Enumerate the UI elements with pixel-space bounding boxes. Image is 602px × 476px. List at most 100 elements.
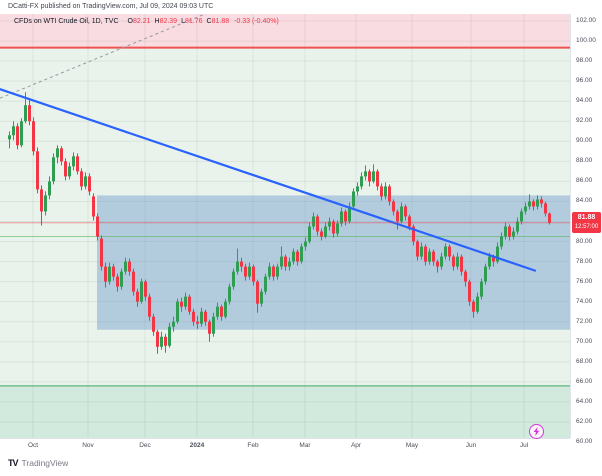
high-value: 82.39: [159, 18, 178, 25]
price-axis-label: 90.00: [576, 137, 593, 145]
candle-body: [344, 211, 347, 222]
tradingview-logo-icon[interactable]: TV: [8, 458, 18, 468]
time-axis[interactable]: Oct Nov Dec 2024 Feb Mar Apr May Jun Jul: [0, 438, 570, 453]
candle-body: [460, 256, 463, 272]
candle-body: [244, 266, 247, 277]
candle-body: [296, 251, 299, 262]
candle-body: [148, 296, 151, 317]
candle-body: [348, 206, 351, 222]
candle-body: [448, 246, 451, 257]
candle-body: [156, 331, 159, 347]
low-value: 81.76: [185, 18, 203, 25]
symbol-title: CFDs on WTI Crude Oil, 1D, TVC: [14, 18, 119, 25]
background-zones: [0, 14, 570, 438]
candle-body: [200, 311, 203, 324]
price-axis-label: 66.00: [576, 377, 593, 385]
candle-body: [536, 199, 539, 207]
candle-body: [428, 251, 431, 262]
footer: TV TradingView: [8, 456, 68, 470]
candle-body: [68, 166, 71, 177]
price-axis-label: 76.00: [576, 277, 593, 285]
candle-body: [340, 211, 343, 224]
candle-body: [388, 186, 391, 202]
candle-body: [180, 301, 183, 307]
candle-body: [408, 216, 411, 227]
candle-body: [412, 226, 415, 242]
candle-body: [264, 276, 267, 292]
candle-body: [368, 171, 371, 182]
candle-body: [228, 286, 231, 302]
range-box[interactable]: [97, 195, 570, 330]
candle-body: [184, 296, 187, 307]
tradingview-logo-text[interactable]: TradingView: [21, 458, 69, 468]
candle-body: [504, 226, 507, 237]
candle-body: [436, 261, 439, 267]
candle-body: [480, 281, 483, 297]
candle-body: [204, 311, 207, 322]
realtime-flash-icon[interactable]: [529, 424, 544, 439]
candle-body: [508, 226, 511, 237]
candle-body: [260, 291, 263, 304]
candle-body: [24, 105, 27, 122]
candle-body: [240, 261, 243, 267]
candle-body: [492, 256, 495, 262]
candle-body: [276, 266, 279, 277]
candle-body: [20, 121, 23, 146]
candle-body: [484, 266, 487, 282]
price-axis-label: 96.00: [576, 77, 593, 85]
candle-body: [124, 261, 127, 272]
time-axis-label: Jun: [465, 442, 477, 449]
price-axis[interactable]: 81.88 12:57:00 102.00 100.00 98.00 96.00 94.…: [570, 14, 602, 445]
candle-body: [432, 251, 435, 262]
candle-body: [256, 281, 259, 304]
candle-body: [312, 216, 315, 227]
candle-body: [468, 281, 471, 302]
candle-body: [12, 126, 15, 136]
candle-body: [528, 201, 531, 207]
price-axis-label: 64.00: [576, 397, 593, 405]
candle-body: [488, 256, 491, 267]
candle-body: [92, 196, 95, 217]
price-axis-label: 100.00: [576, 37, 596, 45]
candle-body: [128, 261, 131, 272]
time-axis-label: May: [405, 442, 419, 449]
candle-body: [192, 311, 195, 322]
price-axis-label: 62.00: [576, 417, 593, 425]
candle-body: [220, 306, 223, 317]
price-axis-label: 88.00: [576, 157, 593, 165]
candle-body: [36, 151, 39, 190]
candle-body: [284, 256, 287, 267]
candle-body: [60, 148, 63, 162]
candle-body: [268, 266, 271, 277]
candle-body: [384, 186, 387, 197]
candlestick-chart-canvas[interactable]: [0, 14, 570, 438]
candle-body: [32, 121, 35, 152]
candle-body: [76, 156, 79, 172]
candle-body: [176, 301, 179, 322]
candle-body: [540, 199, 543, 204]
candle-body: [172, 321, 175, 327]
candle-body: [300, 246, 303, 262]
time-axis-label: Mar: [299, 442, 311, 449]
candle-body: [168, 326, 171, 346]
candle-body: [208, 321, 211, 334]
candle-body: [316, 216, 319, 232]
candle-body: [352, 191, 355, 207]
candle-body: [100, 238, 103, 267]
candle-body: [548, 213, 551, 223]
supply-zone: [0, 14, 570, 48]
candle-body: [112, 266, 115, 277]
price-axis-label: 86.00: [576, 177, 593, 185]
candle-body: [520, 211, 523, 222]
time-axis-label: Nov: [82, 442, 94, 449]
downtrend-line[interactable]: [0, 88, 537, 272]
candle-body: [288, 261, 291, 267]
price-axis-label: 72.00: [576, 317, 593, 325]
time-axis-label: Oct: [27, 442, 39, 449]
candle-body: [364, 171, 367, 177]
candle-body: [524, 206, 527, 212]
candle-body: [120, 271, 123, 287]
candle-body: [44, 195, 47, 212]
dashed-trendline[interactable]: [0, 14, 206, 99]
chart-legend[interactable]: CFDs on WTI Crude Oil, 1D, TVC O82.21 H82.…: [14, 18, 279, 25]
